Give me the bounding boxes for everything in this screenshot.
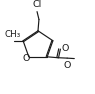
Text: O: O	[62, 44, 69, 53]
Text: CH₃: CH₃	[5, 30, 21, 39]
Text: O: O	[64, 61, 71, 70]
Text: Cl: Cl	[33, 0, 42, 9]
Text: O: O	[23, 54, 30, 63]
